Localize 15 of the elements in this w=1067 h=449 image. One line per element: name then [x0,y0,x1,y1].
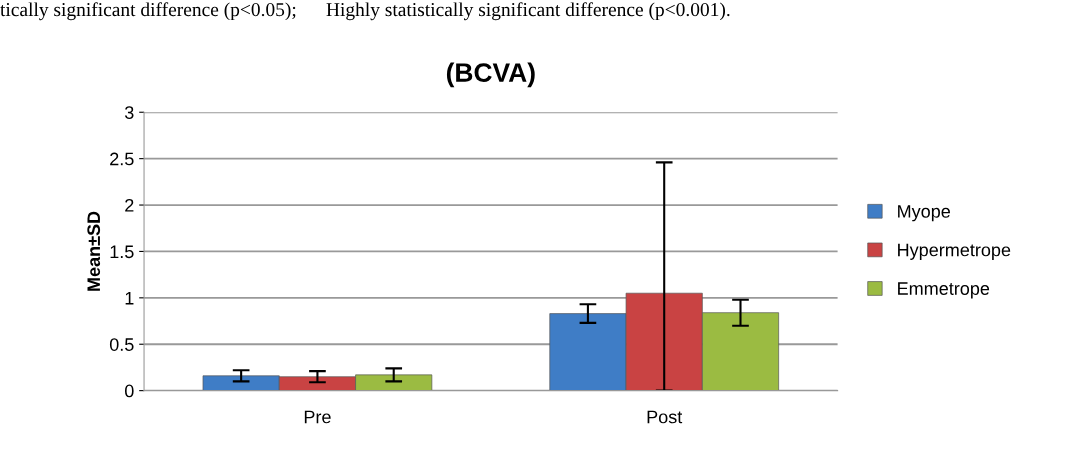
legend-label: Myope [898,205,950,222]
legend-label: Emmetrope [898,282,990,299]
chart-title: (BCVA) [446,62,535,88]
x-tick-label: Pre [304,410,331,424]
y-axis-title: Mean±SD [87,211,101,291]
y-tick-label: 0.5 [109,338,134,351]
y-tick-label: 0 [124,384,134,398]
y-tick-label: 1.5 [110,245,134,259]
legend-label: Hypermetrope [898,243,1011,260]
y-tick-label: 1 [125,291,134,305]
x-tick-label: Post [647,410,683,424]
y-tick-label: 2 [125,198,134,212]
text: tically significant difference (p<0.05); Highly statistically significant difference (p<0.001). [0,2,730,21]
y-tick-label: 2.5 [110,152,134,166]
y-tick-label: 3 [124,106,134,119]
